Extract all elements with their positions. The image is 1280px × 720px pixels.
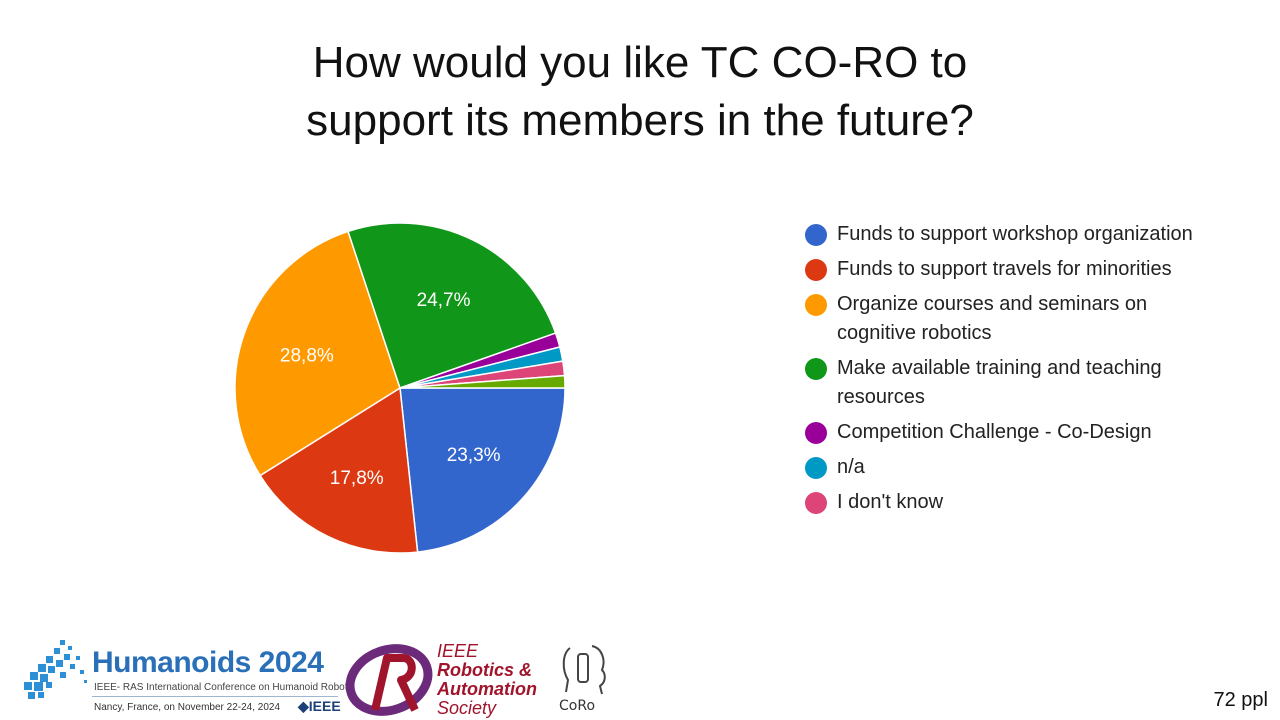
- legend-marker: [805, 294, 827, 316]
- legend-marker: [805, 422, 827, 444]
- legend-label: Competition Challenge - Co-Design: [837, 421, 1152, 443]
- title-line-1: How would you like TC CO-RO to: [312, 38, 968, 87]
- coro-logo: CoRo: [556, 640, 616, 720]
- legend-marker: [805, 224, 827, 246]
- title-line-2: support its members in the future?: [306, 96, 974, 145]
- coro-wordmark: CoRo: [559, 698, 596, 714]
- pie-slice-travel-funds[interactable]: [259, 386, 419, 554]
- pie-chart: 23,3% 17,8% 28,8% 24,7%: [234, 222, 566, 554]
- humanoids-subtitle: IEEE- RAS International Conference on Hu…: [94, 682, 353, 693]
- legend-label: Organize courses and seminars on cogniti…: [837, 293, 1148, 344]
- pie-slice-other[interactable]: [399, 374, 566, 389]
- legend-item-dont-know[interactable]: I don't know: [805, 488, 1265, 517]
- legend-label: Make available training and teaching res…: [837, 357, 1162, 408]
- ras-ieee: IEEE: [437, 641, 479, 661]
- humanoids-place: Nancy, France, on November 22-24, 2024: [94, 702, 281, 713]
- ras-line-1: Robotics &: [437, 660, 533, 680]
- legend-label: Funds to support travels for minorities: [837, 258, 1172, 280]
- legend-label: I don't know: [837, 491, 944, 513]
- legend-item-workshop-funds[interactable]: Funds to support workshop organization: [805, 220, 1265, 249]
- ras-wordmark: IEEE Robotics & Automation Society: [437, 642, 537, 718]
- legend-item-courses[interactable]: Organize courses and seminars on cogniti…: [805, 290, 1265, 348]
- humanoids-2024-logo: Humanoids 2024 IEEE- RAS International C…: [20, 636, 352, 718]
- coro-head-icon: [562, 645, 606, 695]
- pie-label-training: 24,7%: [417, 290, 471, 311]
- respondent-count: 72 ppl: [1213, 689, 1269, 711]
- legend-item-training[interactable]: Make available training and teaching res…: [805, 354, 1265, 412]
- pie-label-courses: 28,8%: [280, 345, 334, 366]
- legend-marker: [805, 358, 827, 380]
- ras-line-2: Automation: [437, 679, 537, 699]
- legend-label: Funds to support workshop organization: [837, 223, 1193, 245]
- legend-label: n/a: [837, 456, 865, 478]
- ras-emblem-icon: [345, 644, 433, 716]
- legend-item-travel-funds[interactable]: Funds to support travels for minorities: [805, 255, 1265, 284]
- ieee-logo: ◆IEEE: [298, 698, 341, 714]
- legend-marker: [805, 259, 827, 281]
- chart-legend: Funds to support workshop organization F…: [805, 220, 1265, 523]
- pie-slice-workshop-funds[interactable]: [399, 387, 566, 553]
- page-title: How would you like TC CO-RO to support i…: [0, 34, 1280, 150]
- pie-slice-courses[interactable]: [234, 230, 401, 477]
- legend-marker: [805, 457, 827, 479]
- humanoids-title: Humanoids 2024: [92, 646, 324, 679]
- legend-item-na[interactable]: n/a: [805, 453, 1265, 482]
- humanoids-dots-icon: [24, 640, 87, 699]
- pie-label-travel-funds: 17,8%: [330, 468, 384, 489]
- legend-marker: [805, 492, 827, 514]
- legend-item-competition[interactable]: Competition Challenge - Co-Design: [805, 418, 1265, 447]
- ras-logo: IEEE Robotics & Automation Society: [345, 640, 555, 720]
- humanoids-divider: [92, 696, 338, 697]
- ras-line-3: Society: [437, 698, 497, 718]
- pie-label-workshop-funds: 23,3%: [447, 445, 501, 466]
- pie-slice-training[interactable]: [347, 222, 557, 389]
